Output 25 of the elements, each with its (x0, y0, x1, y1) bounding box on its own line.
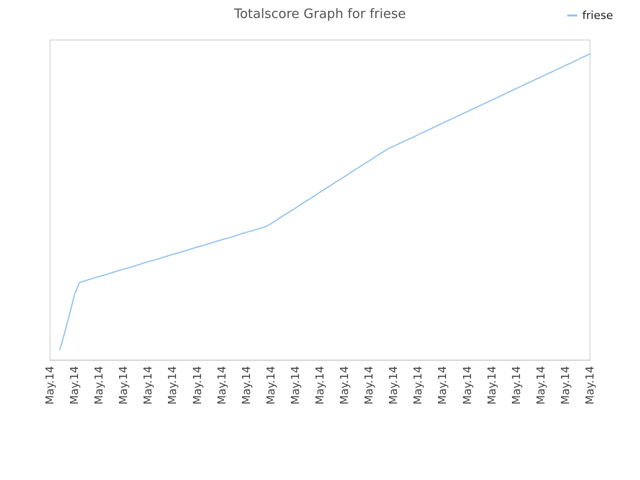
x-tick-label: May.14 (485, 366, 498, 405)
legend-label: friese (582, 9, 614, 22)
x-tick-label: May.14 (460, 366, 474, 405)
x-tick-label: May.14 (190, 366, 204, 405)
x-tick-label: May.14 (215, 366, 228, 405)
x-tick-label: May.14 (338, 366, 352, 405)
x-tick-label: May.14 (436, 366, 450, 405)
x-tick-label: May.14 (142, 366, 155, 405)
x-tick-label: May.14 (412, 366, 425, 405)
x-tick-label: May.14 (117, 366, 130, 405)
x-tick-label: May.14 (510, 366, 523, 405)
x-tick-label: May.14 (288, 366, 302, 405)
x-tick-label: May.14 (584, 366, 596, 405)
x-tick-label: May.14 (264, 366, 278, 405)
chart-title: Totalscore Graph for friese (233, 7, 406, 22)
x-tick-label: May.14 (240, 366, 253, 405)
x-tick-label: May.14 (558, 366, 572, 405)
x-tick-label: May.14 (534, 366, 548, 405)
x-tick-label: May.14 (387, 366, 400, 405)
x-tick-label: May.14 (314, 366, 326, 405)
x-tick-label: May.14 (166, 366, 180, 405)
x-tick-label: May.14 (362, 366, 376, 405)
x-tick-label: May.14 (44, 366, 56, 405)
x-tick-label: May.14 (92, 366, 106, 405)
x-tick-label: May.14 (68, 366, 82, 405)
